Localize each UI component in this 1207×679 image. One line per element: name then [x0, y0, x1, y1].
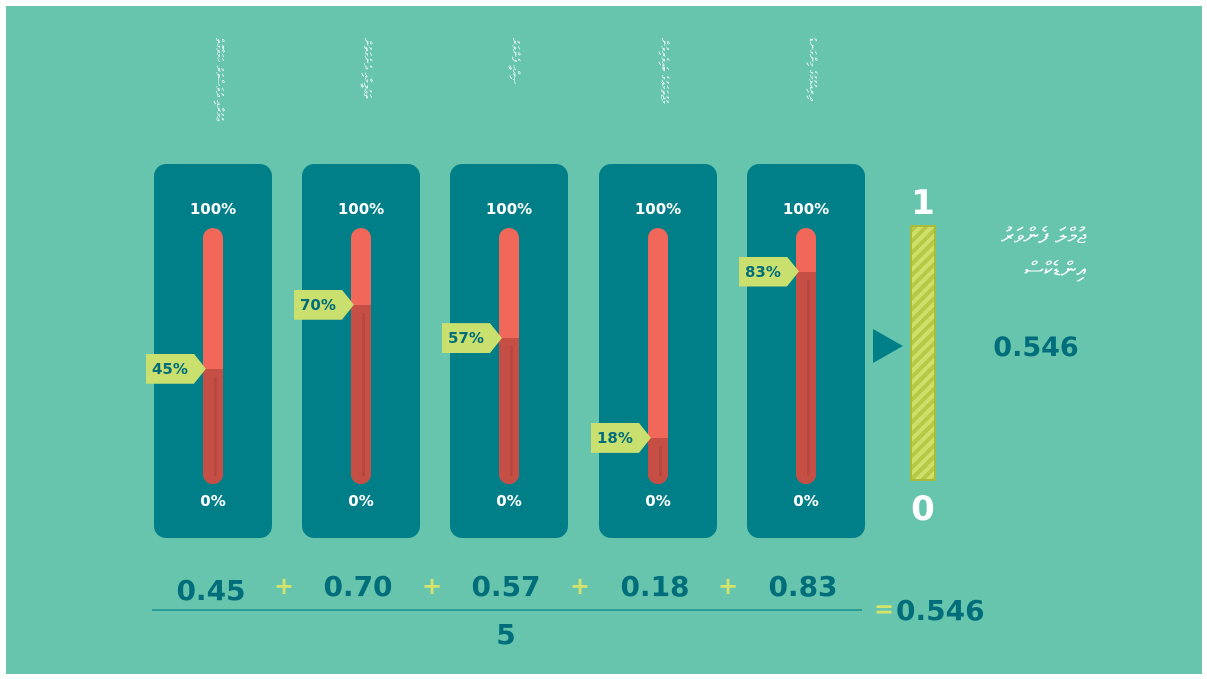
indicator-panel-1: 100% 0%	[154, 164, 272, 538]
indicator-panel-4: 100% 0%	[599, 164, 717, 538]
percent-tag-3: 57%	[442, 323, 502, 353]
equation-term-1: 0.45	[176, 574, 246, 607]
indicator-panel-5: 100% 0%	[747, 164, 865, 538]
gauge-min-label: 0%	[793, 492, 819, 510]
gauge-max-label: 100%	[189, 200, 237, 218]
equation-term-2: 0.70	[323, 570, 393, 603]
equation-divisor: 5	[496, 618, 516, 651]
result-bar	[910, 225, 936, 481]
percent-tag-1: 45%	[146, 354, 206, 384]
gauge-max-label: 100%	[782, 200, 830, 218]
category-label-2: ތަޢުލީމާއި ދެނެގަތުން	[361, 38, 374, 99]
result-scale-max: 1	[911, 183, 935, 223]
gauge-min-label: 0%	[645, 492, 671, 510]
gauge-max-label: 100%	[634, 200, 682, 218]
category-label-3: ޞިއްޙީ ފެންވަރު	[509, 38, 522, 85]
gauge-fill	[648, 437, 668, 484]
gauge-fill	[796, 271, 816, 484]
gauge-track	[351, 228, 371, 484]
equals-sign: =	[874, 595, 895, 623]
gauge-fill	[203, 368, 223, 484]
plus-sign: +	[273, 572, 295, 600]
percent-tag-4: 18%	[591, 423, 651, 453]
result-value: 0.546	[993, 332, 1079, 363]
gauge-max-label: 100%	[485, 200, 533, 218]
percent-tag-5: 83%	[739, 257, 799, 287]
plus-sign: +	[717, 572, 739, 600]
gauge-min-label: 0%	[348, 492, 374, 510]
equation-term-5: 0.83	[768, 570, 838, 603]
gauge-min-label: 0%	[200, 492, 226, 510]
gauge-track	[796, 228, 816, 484]
indicator-panel-2: 100% 0%	[302, 164, 420, 538]
gauge-min-label: 0%	[496, 492, 522, 510]
result-label: ޖުމްލަ ފެންވަރު އިންޑެކްސް	[956, 220, 1086, 288]
gauge-max-label: 100%	[337, 200, 385, 218]
equation-result: 0.546	[896, 594, 985, 627]
category-label-1: ޢުމުރާއި ދުވަސްވަރު ހަމަވާގޮތް	[213, 38, 226, 122]
result-label-line-2: އިންޑެކްސް	[1024, 258, 1086, 283]
plus-sign: +	[569, 572, 591, 600]
arrow-right-icon	[873, 329, 903, 363]
gauge-fill	[351, 304, 371, 484]
gauge-track	[499, 228, 519, 484]
gauge-fill	[499, 338, 519, 484]
plus-sign: +	[421, 572, 443, 600]
gauge-track	[648, 228, 668, 484]
fraction-line	[152, 609, 862, 611]
percent-tag-2: 70%	[294, 290, 354, 320]
gauge-track	[203, 228, 223, 484]
result-label-line-1: ޖުމްލަ ފެންވަރު	[1000, 224, 1086, 249]
equation-term-4: 0.18	[620, 570, 690, 603]
diagram-canvas: ޢުމުރާއި ދުވަސްވަރު ހަމަވާގޮތް ތަޢުލީމާއ…	[6, 6, 1202, 674]
result-scale-min: 0	[911, 489, 935, 529]
equation-term-3: 0.57	[471, 570, 541, 603]
category-label-5: ދިރިއުޅުމުގެ މިންގަނޑު	[806, 38, 819, 101]
category-label-4: މުޖުތަމަޢުގެ ބައިވެރިވުން	[658, 38, 671, 104]
